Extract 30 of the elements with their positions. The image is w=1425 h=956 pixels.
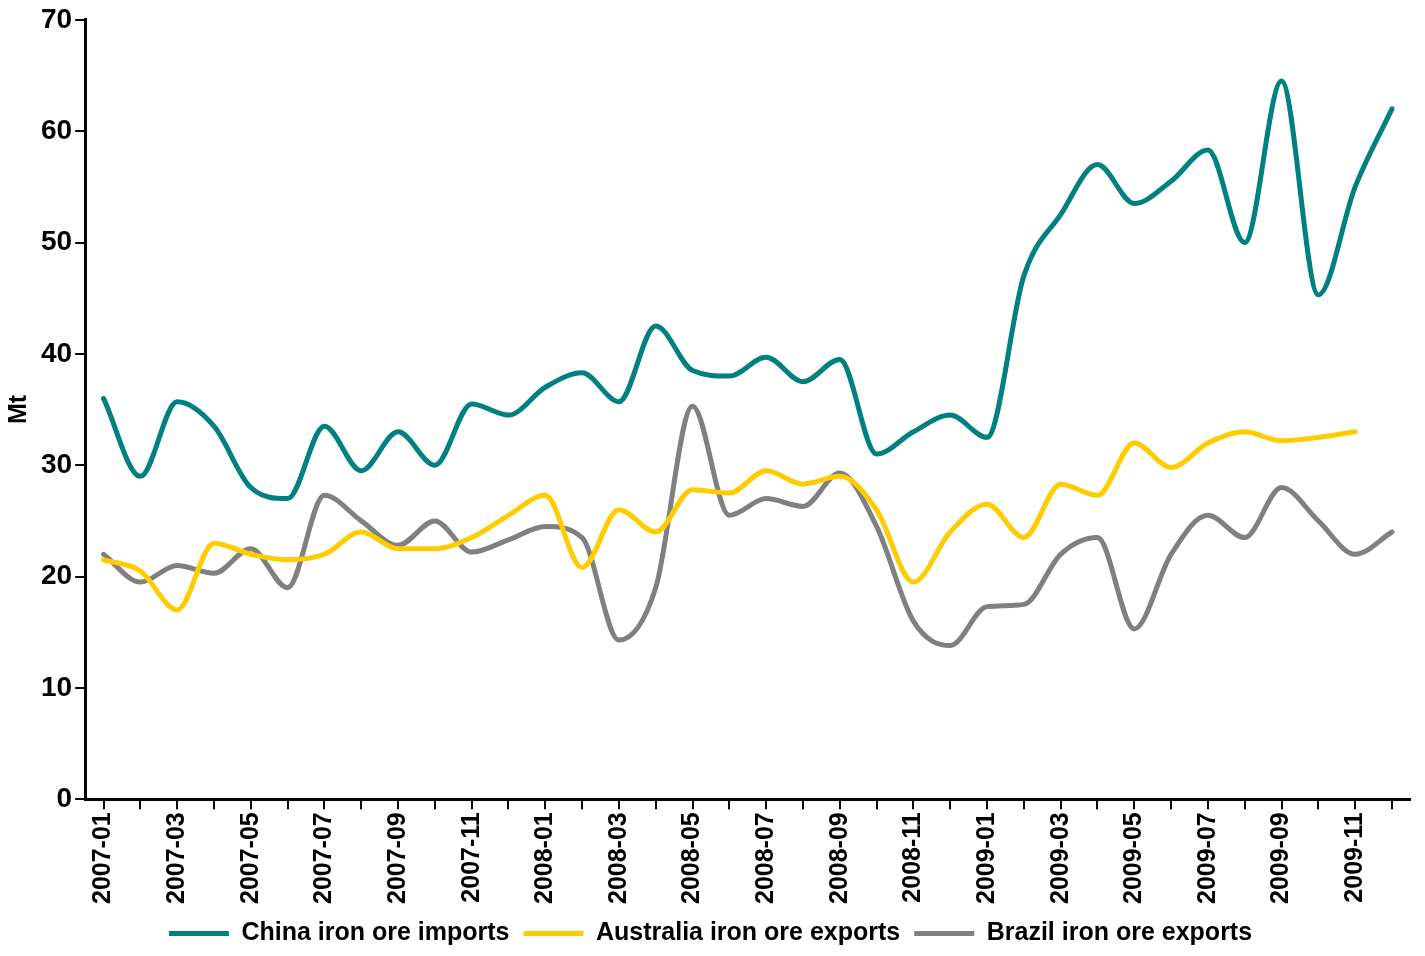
y-tick-label: 70: [40, 2, 73, 34]
x-tick-label: 2009-09: [1265, 812, 1294, 904]
x-tick-label: 2009-07: [1191, 812, 1220, 904]
x-tick-label: 2008-03: [602, 812, 631, 904]
x-tick-label: 2008-05: [676, 812, 705, 904]
y-axis-title: Mt: [2, 394, 31, 425]
x-tick-label: 2008-07: [750, 812, 779, 904]
y-tick-label: 50: [40, 225, 73, 257]
x-tick-label: 2007-03: [161, 812, 190, 904]
y-tick-label: 10: [40, 670, 73, 702]
y-tick-label: 40: [40, 336, 73, 368]
x-tick-label: 2009-11: [1339, 812, 1368, 903]
legend-label: Australia iron ore exports: [595, 917, 901, 946]
x-tick-label: 2007-05: [234, 812, 263, 904]
x-tick-label: 2008-11: [897, 812, 926, 903]
y-tick-label: 0: [56, 781, 73, 813]
x-tick-label: 2008-09: [823, 812, 852, 904]
legend-label: Brazil iron ore exports: [986, 917, 1253, 946]
x-tick-label: 2009-05: [1118, 812, 1147, 904]
x-tick-label: 2007-11: [455, 812, 484, 903]
legend-label: China iron ore imports: [241, 917, 510, 946]
x-tick-label: 2009-01: [970, 812, 999, 904]
y-tick-label: 30: [40, 447, 73, 479]
x-tick-label: 2007-07: [308, 812, 337, 904]
y-tick-label: 20: [40, 559, 73, 591]
x-tick-label: 2007-09: [381, 812, 410, 904]
x-tick-label: 2009-03: [1044, 812, 1073, 904]
y-tick-label: 60: [40, 113, 73, 145]
x-tick-label: 2008-01: [529, 812, 558, 904]
x-tick-label: 2007-01: [87, 812, 116, 904]
